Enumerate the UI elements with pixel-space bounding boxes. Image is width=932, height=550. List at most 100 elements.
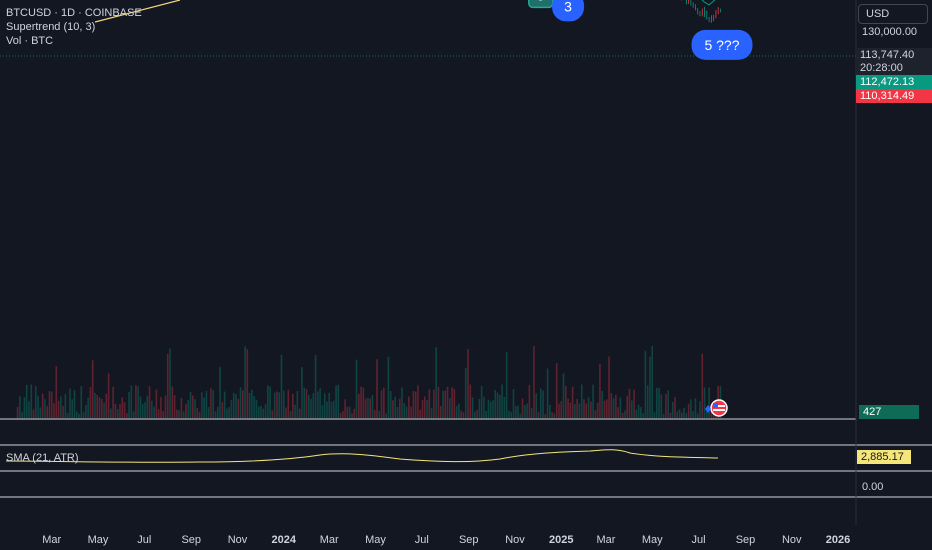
volume-bar <box>412 390 415 418</box>
volume-bar <box>39 407 42 418</box>
volume-bar <box>269 386 271 418</box>
volume-bar <box>476 410 478 418</box>
x-tick-label: Mar <box>320 534 339 546</box>
volume-bar <box>553 413 556 418</box>
volume-bar <box>549 404 551 418</box>
volume-bar <box>342 411 344 418</box>
svg-text:5 ???: 5 ??? <box>704 37 739 53</box>
volume-bar <box>75 411 78 418</box>
zero-tick-label: 0.00 <box>862 481 884 493</box>
volume-bar <box>458 403 460 418</box>
volume-bar <box>196 407 199 418</box>
volume-bar <box>662 413 665 418</box>
us-flag-icon[interactable] <box>710 399 728 417</box>
volume-bar <box>348 406 351 418</box>
lightning-icon[interactable] <box>705 405 711 413</box>
volume-bar <box>344 399 346 418</box>
volume-bar <box>264 404 267 418</box>
volume-bar <box>419 409 422 418</box>
volume-bar <box>226 408 228 418</box>
volume-bar <box>380 390 383 418</box>
volume-bar <box>694 398 697 418</box>
volume-bar <box>57 400 60 418</box>
volume-bar <box>671 402 674 418</box>
volume-bar <box>453 389 456 418</box>
volume-bar <box>524 405 526 418</box>
volume-bar <box>535 393 538 418</box>
volume-bar <box>314 354 317 418</box>
x-tick-label: Sep <box>459 534 479 546</box>
volume-bar <box>710 409 713 418</box>
volume-bar <box>278 392 280 418</box>
volume-bar <box>580 384 583 418</box>
volume-bar <box>590 401 592 418</box>
volume-bar <box>110 408 112 418</box>
volume-bar <box>608 356 610 418</box>
volume-bar <box>251 389 253 418</box>
atr-value-tag: 2,885.17 <box>857 450 911 464</box>
volume-bar <box>601 390 603 418</box>
volume-bar <box>578 403 581 418</box>
volume-bar <box>512 389 515 418</box>
volume-bar <box>182 411 185 418</box>
volume-bar <box>455 405 458 418</box>
symbol-title[interactable]: BTCUSD · 1D · COINBASE <box>6 7 142 19</box>
volume-bar <box>107 373 110 418</box>
volume-bar <box>189 391 192 418</box>
volume-bar <box>50 391 53 418</box>
volume-bar <box>446 386 449 418</box>
volume-bar <box>194 399 196 418</box>
volume-bar <box>28 401 30 418</box>
volume-bar <box>346 406 349 418</box>
volume-bar <box>574 404 576 418</box>
volume-bar <box>326 401 328 418</box>
volume-bar <box>41 393 44 418</box>
volume-bar <box>428 389 431 418</box>
last-price-tag: 113,747.40 <box>856 48 932 62</box>
volume-bar <box>335 385 337 418</box>
supertrend-legend[interactable]: Supertrend (10, 3) <box>6 21 96 33</box>
volume-bar <box>267 385 269 418</box>
volume-bar <box>296 391 299 418</box>
volume-bar <box>323 393 326 418</box>
volume-bar <box>214 411 217 418</box>
volume-legend[interactable]: Vol · BTC <box>6 35 54 47</box>
wave-label-box[interactable]: 5 <box>528 0 554 9</box>
volume-bar <box>376 359 378 418</box>
volume-bar <box>692 411 694 418</box>
volume-bar <box>401 387 403 418</box>
volume-bar <box>630 400 633 418</box>
volume-bar <box>405 406 408 418</box>
volume-bar <box>701 353 704 418</box>
atr-indicator-label[interactable]: SMA (21, ATR) <box>6 452 79 464</box>
volume-bar <box>394 396 397 418</box>
volume-bar <box>423 396 426 418</box>
volume-bar <box>144 402 146 418</box>
volume-bar <box>25 384 28 418</box>
volume-bar <box>287 389 290 418</box>
volume-bar <box>139 396 142 418</box>
currency-button[interactable]: USD <box>858 4 928 24</box>
volume-bar <box>426 400 428 418</box>
volume-bar <box>546 368 549 418</box>
volume-bar <box>628 388 631 418</box>
trendline-upper[interactable] <box>94 0 181 23</box>
volume-bar <box>273 392 276 418</box>
wave-label-bubble[interactable]: 5 ??? <box>691 29 753 60</box>
wave-label-bubble[interactable]: 3 <box>552 0 585 22</box>
x-tick-label: May <box>365 534 386 546</box>
volume-bar <box>560 401 563 418</box>
volume-bar <box>633 389 635 418</box>
volume-bar <box>478 399 481 418</box>
volume-bar <box>651 345 654 418</box>
volume-bar <box>669 412 672 418</box>
volume-bar <box>35 386 37 418</box>
volume-bar <box>257 406 260 418</box>
volume-bar <box>433 389 435 418</box>
volume-bar <box>87 397 89 418</box>
svg-text:3: 3 <box>564 0 572 14</box>
volume-bar <box>658 387 660 418</box>
volume-bar <box>615 394 617 418</box>
volume-bar <box>255 399 258 418</box>
